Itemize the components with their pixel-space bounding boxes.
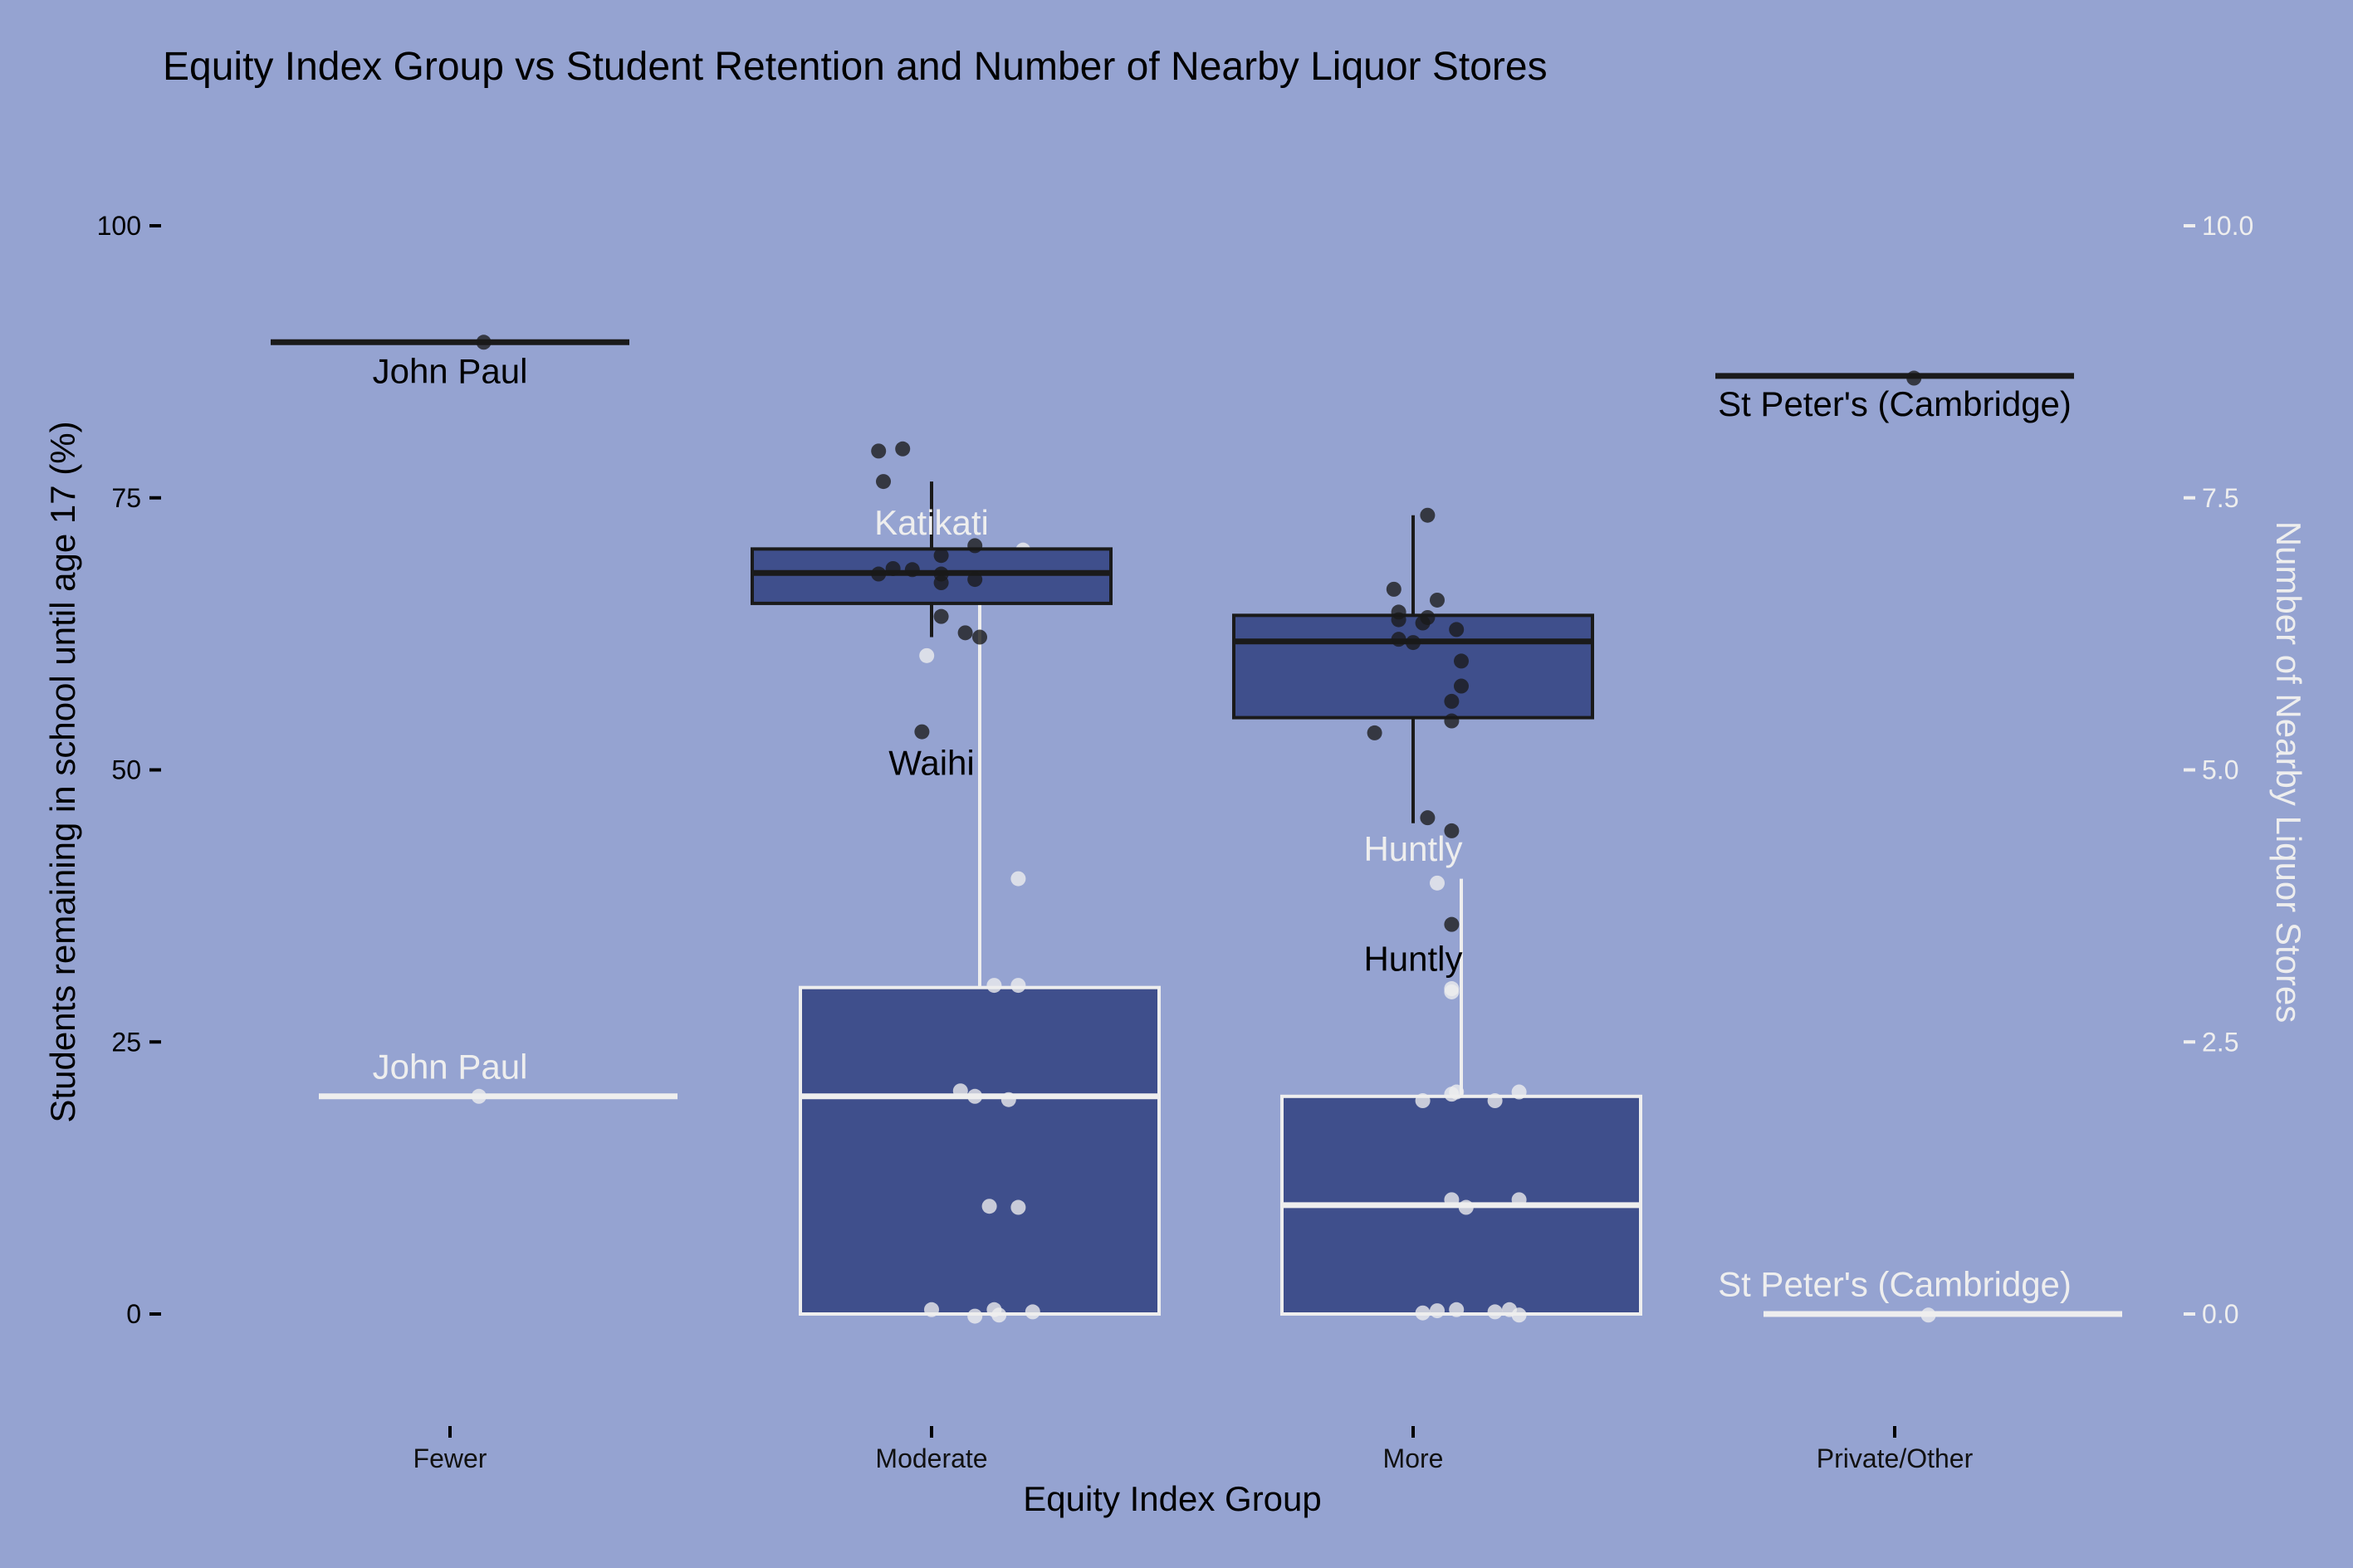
liquor-point <box>1487 1304 1503 1320</box>
liquor-point <box>1511 1084 1527 1100</box>
retention-point <box>1444 693 1460 709</box>
retention-point <box>1454 678 1469 694</box>
liquor-point-label: Huntly <box>1363 829 1462 868</box>
retention-point <box>1391 612 1406 628</box>
right-y-tick-label: 5.0 <box>2202 755 2238 785</box>
retention-point <box>871 443 887 459</box>
liquor-point <box>1449 1302 1465 1317</box>
retention-point <box>933 548 949 564</box>
retention-point <box>1906 370 1922 386</box>
retention-point <box>1454 653 1469 669</box>
liquor-point <box>967 1308 983 1324</box>
right-y-tick-label: 0.0 <box>2202 1299 2238 1329</box>
retention-point <box>1420 507 1436 523</box>
liquor-point <box>1000 1092 1016 1107</box>
liquor-point-label: Katikati <box>874 503 989 542</box>
liquor-point <box>924 1302 939 1317</box>
retention-point <box>904 562 920 578</box>
liquor-point <box>967 1088 983 1104</box>
liquor-point <box>471 1088 487 1104</box>
retention-point-label: Huntly <box>1363 940 1462 979</box>
retention-point-label: Waihi <box>888 744 974 783</box>
liquor-point <box>1010 978 1026 994</box>
retention-point <box>1444 823 1460 838</box>
liquor-point <box>1920 1307 1936 1323</box>
retention-point <box>876 474 891 490</box>
retention-point <box>1367 725 1382 740</box>
retention-point <box>914 724 930 740</box>
retention-point <box>1391 632 1406 647</box>
retention-point <box>895 441 911 457</box>
liquor-point <box>1449 1084 1465 1100</box>
liquor-point <box>919 647 935 663</box>
x-tick-label: Private/Other <box>1817 1443 1974 1473</box>
liquor-point <box>986 978 1002 994</box>
liquor-store-series <box>319 542 2122 1324</box>
liquor-point <box>1010 871 1026 887</box>
retention-point <box>1430 592 1445 608</box>
retention-point <box>476 335 492 350</box>
x-tick-label: More <box>1383 1443 1444 1473</box>
liquor-point <box>1444 1192 1460 1208</box>
retention-point-label: St Peter's (Cambridge) <box>1718 384 2072 423</box>
left-y-tick-label: 75 <box>111 483 141 513</box>
right-y-tick-label: 10.0 <box>2202 211 2253 241</box>
retention-box <box>1232 613 1594 720</box>
retention-box <box>751 547 1113 605</box>
x-tick-label: Fewer <box>413 1443 487 1473</box>
liquor-point <box>981 1199 997 1214</box>
retention-point <box>885 560 901 576</box>
retention-series <box>271 335 2074 932</box>
retention-point <box>1449 622 1465 637</box>
retention-point <box>933 575 949 591</box>
liquor-point <box>1511 1307 1527 1323</box>
point-labels: John Paul Waihi Huntly St Peter's (Cambridg… <box>373 352 2072 1304</box>
retention-point <box>933 608 949 624</box>
liquor-point <box>1415 1093 1431 1109</box>
retention-point <box>1444 713 1460 729</box>
retention-point <box>1406 635 1421 651</box>
retention-point <box>972 629 987 645</box>
left-y-tick-label: 0 <box>126 1299 141 1329</box>
liquor-point <box>991 1307 1007 1323</box>
retention-point <box>1420 609 1436 625</box>
x-tick-label: Moderate <box>875 1443 987 1473</box>
liquor-point <box>1487 1093 1503 1109</box>
liquor-point <box>1444 984 1460 999</box>
right-y-axis: 0.0 2.5 5.0 7.5 10.0 <box>2184 211 2253 1329</box>
left-y-tick-label: 50 <box>111 755 141 785</box>
right-y-axis-title: Number of Nearby Liquor Stores <box>2269 521 2308 1023</box>
retention-point <box>967 538 983 554</box>
retention-point <box>957 625 973 641</box>
liquor-point <box>1511 1192 1527 1208</box>
retention-point-label: John Paul <box>373 352 528 391</box>
liquor-point-label: St Peter's (Cambridge) <box>1718 1265 2072 1304</box>
retention-point <box>1444 916 1460 932</box>
x-axis: Fewer Moderate More Private/Other <box>413 1426 1974 1473</box>
left-y-axis-title: Students remaining in school until age 1… <box>43 421 82 1122</box>
liquor-point <box>1415 1305 1431 1321</box>
liquor-box <box>799 985 1161 1316</box>
retention-point <box>1420 810 1436 826</box>
liquor-point <box>1430 875 1445 891</box>
liquor-point <box>1430 1303 1445 1319</box>
left-y-tick-label: 25 <box>111 1027 141 1057</box>
liquor-point <box>1458 1199 1474 1215</box>
liquor-point <box>1025 1304 1040 1320</box>
left-y-axis: 0 25 50 75 100 <box>97 211 161 1329</box>
liquor-point-label: John Paul <box>373 1047 528 1086</box>
chart-title: Equity Index Group vs Student Retention … <box>163 45 1548 89</box>
liquor-point <box>952 1083 968 1099</box>
retention-point <box>1386 581 1402 597</box>
retention-point <box>871 566 887 582</box>
x-axis-title: Equity Index Group <box>1023 1479 1322 1518</box>
left-y-tick-label: 100 <box>97 211 141 241</box>
right-y-tick-label: 2.5 <box>2202 1027 2238 1057</box>
liquor-point <box>1010 1199 1026 1215</box>
right-y-tick-label: 7.5 <box>2202 483 2238 513</box>
retention-point <box>967 572 983 588</box>
